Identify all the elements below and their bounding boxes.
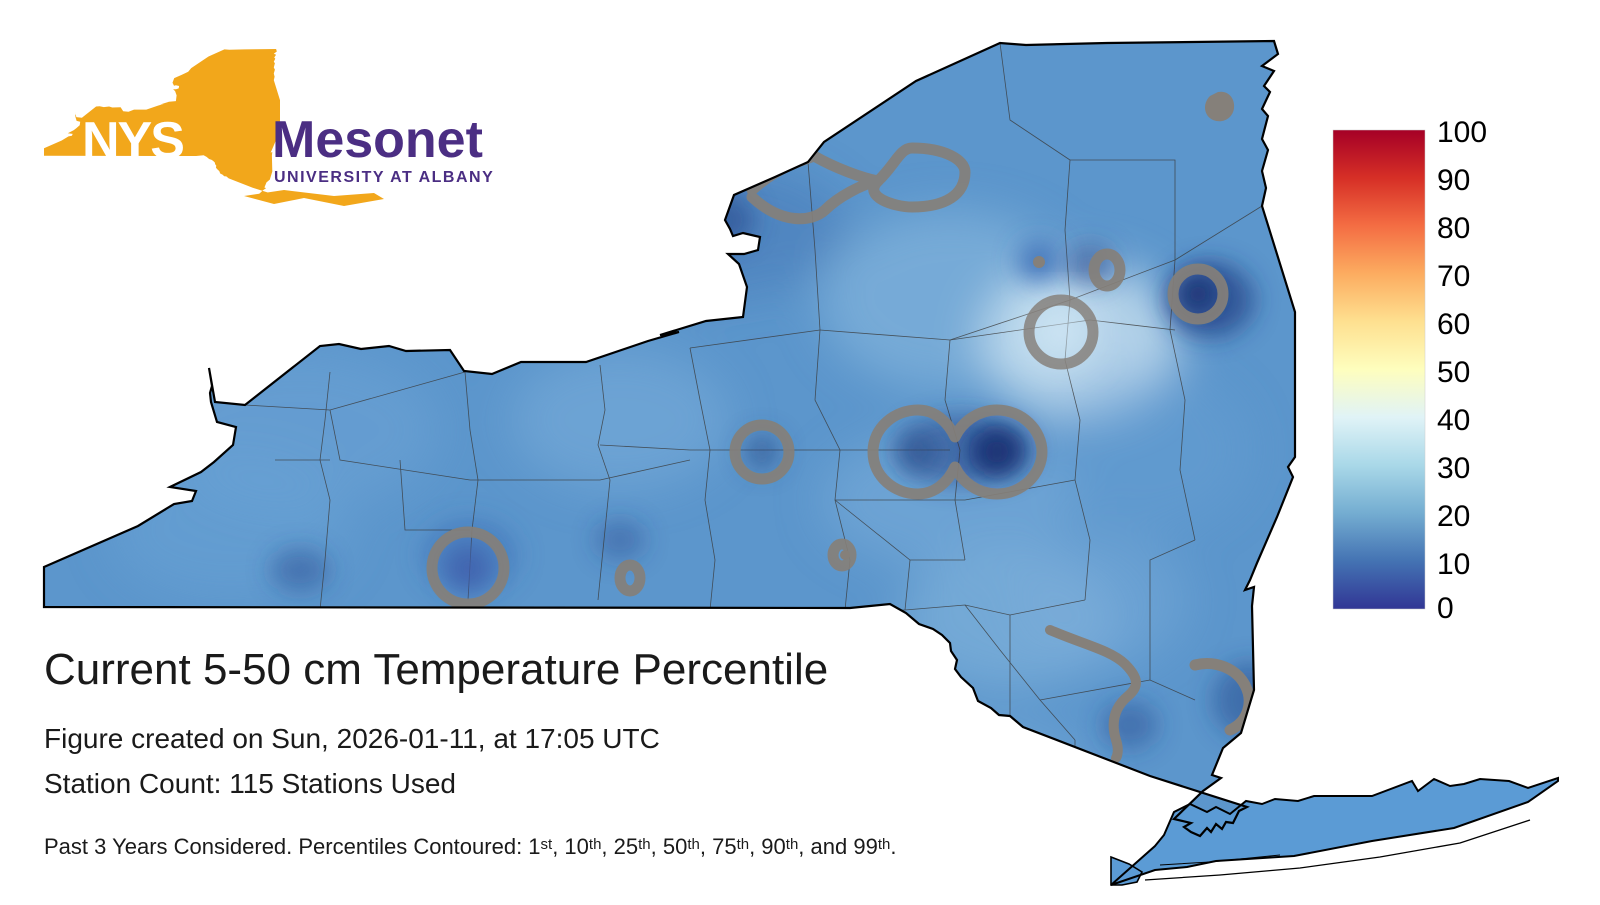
svg-text:80: 80 [1437,212,1470,245]
svg-text:Figure created on Sun, 2026-01: Figure created on Sun, 2026-01-11, at 17… [44,723,660,754]
svg-text:UNIVERSITY AT ALBANY: UNIVERSITY AT ALBANY [274,169,494,186]
svg-text:100: 100 [1437,116,1487,149]
svg-text:Station Count: 115 Stations Us: Station Count: 115 Stations Used [44,768,456,799]
svg-text:10: 10 [1437,548,1470,581]
svg-text:Current 5-50 cm Temperature Pe: Current 5-50 cm Temperature Percentile [44,645,828,694]
svg-text:90: 90 [1437,164,1470,197]
svg-text:30: 30 [1437,452,1470,485]
svg-text:0: 0 [1437,592,1454,625]
svg-text:Past 3 Years Considered. Perce: Past 3 Years Considered. Percentiles Con… [44,834,896,859]
svg-text:70: 70 [1437,260,1470,293]
svg-text:20: 20 [1437,500,1470,533]
svg-text:40: 40 [1437,404,1470,437]
svg-text:60: 60 [1437,308,1470,341]
svg-text:Mesonet: Mesonet [272,111,483,169]
svg-text:NYS: NYS [82,112,183,170]
svg-text:50: 50 [1437,356,1470,389]
